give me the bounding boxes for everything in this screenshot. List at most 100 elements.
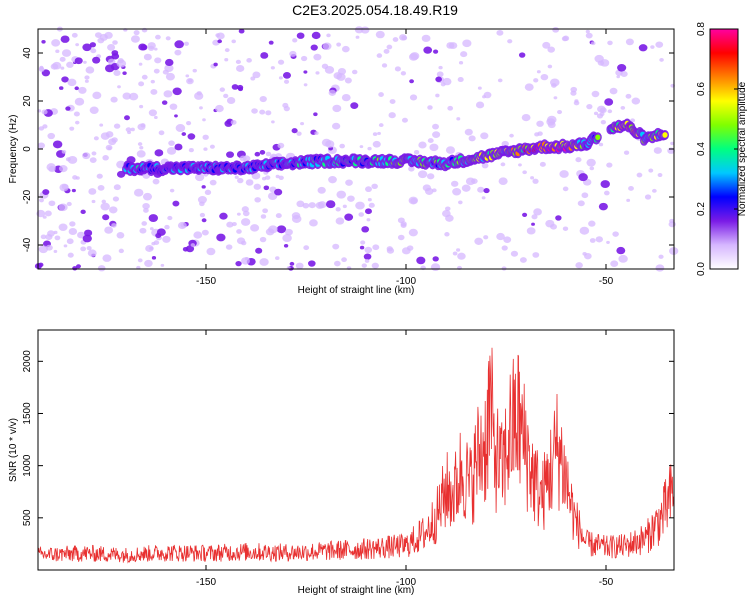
noise-point (66, 201, 72, 207)
noise-point (252, 71, 261, 79)
x-tick-label: -100 (396, 577, 416, 588)
noise-point (69, 221, 76, 227)
noise-point (82, 43, 92, 52)
noise-point (113, 184, 121, 191)
noise-point (55, 49, 60, 54)
noise-point (267, 192, 278, 201)
noise-point (213, 62, 218, 67)
noise-point (480, 132, 489, 140)
noise-point (668, 221, 676, 228)
noise-point (539, 161, 546, 167)
noise-point (63, 244, 68, 248)
noise-point (139, 146, 144, 150)
noise-point (133, 30, 140, 36)
noise-point (42, 215, 47, 219)
noise-point (97, 265, 106, 272)
noise-point (519, 257, 527, 263)
noise-point (464, 128, 473, 136)
noise-point (347, 195, 355, 202)
noise-point (113, 123, 121, 129)
noise-point (71, 188, 76, 193)
noise-point (562, 186, 569, 192)
noise-point (575, 157, 582, 163)
noise-point (477, 86, 482, 90)
noise-point (151, 256, 157, 260)
noise-point (58, 165, 68, 173)
noise-point (169, 188, 175, 193)
noise-point (192, 68, 197, 73)
noise-point (581, 192, 589, 199)
noise-point (224, 58, 229, 62)
noise-point (354, 26, 364, 34)
noise-point (570, 86, 578, 93)
noise-point (111, 50, 119, 56)
noise-point (291, 128, 298, 134)
noise-point (150, 79, 155, 84)
noise-point (193, 231, 203, 239)
noise-point (598, 202, 608, 211)
noise-point (156, 228, 166, 236)
noise-point (188, 147, 194, 153)
noise-point (160, 263, 165, 267)
noise-point (245, 179, 254, 186)
noise-point (167, 215, 173, 221)
noise-point (532, 252, 540, 258)
noise-point (225, 244, 233, 250)
noise-point (60, 35, 70, 43)
noise-point (392, 37, 399, 42)
noise-point (186, 120, 192, 126)
noise-point (153, 47, 158, 51)
noise-point (172, 87, 182, 96)
noise-point (66, 238, 74, 245)
y-tick-label: 1500 (22, 402, 33, 425)
noise-point (80, 246, 87, 252)
noise-point (92, 56, 101, 64)
noise-point (148, 214, 159, 222)
noise-point (183, 41, 189, 46)
noise-point (500, 162, 506, 167)
noise-point (655, 41, 664, 48)
noise-point (606, 162, 613, 168)
noise-point (333, 260, 341, 267)
noise-point (381, 63, 388, 68)
spectrogram-x-ticks: -150 -100 -50 (196, 29, 614, 287)
noise-point (72, 175, 78, 180)
noise-point (111, 223, 117, 228)
noise-point (253, 183, 262, 190)
noise-point (201, 185, 206, 189)
noise-point (547, 46, 555, 53)
noise-point (447, 105, 454, 111)
noise-point (336, 42, 342, 47)
noise-point (61, 183, 69, 190)
noise-point (136, 265, 141, 270)
noise-point (174, 143, 183, 151)
noise-point (216, 233, 226, 242)
noise-point (550, 223, 557, 230)
noise-point (530, 176, 535, 180)
noise-point (555, 215, 562, 221)
noise-point (416, 256, 426, 265)
noise-point (107, 44, 116, 51)
noise-point (579, 226, 590, 235)
noise-point (259, 258, 269, 266)
noise-point (58, 203, 68, 212)
colorbar-ticks: 0.0 0.2 0.4 0.6 0.8 (696, 22, 738, 276)
noise-point (625, 38, 634, 46)
noise-point (41, 109, 48, 115)
noise-point (235, 59, 241, 65)
noise-point (532, 178, 539, 184)
noise-point (365, 208, 372, 215)
noise-point (215, 104, 224, 113)
colorbar-tick-label: 0.2 (696, 202, 707, 216)
noise-point (38, 245, 49, 254)
noise-point (240, 218, 251, 226)
noise-point (342, 204, 347, 209)
noise-point (226, 151, 234, 158)
noise-point (110, 96, 118, 103)
noise-point (75, 120, 80, 125)
noise-point (61, 76, 69, 83)
noise-point (89, 157, 97, 164)
noise-point (586, 104, 593, 110)
noise-point (578, 173, 588, 182)
noise-point (311, 31, 321, 40)
